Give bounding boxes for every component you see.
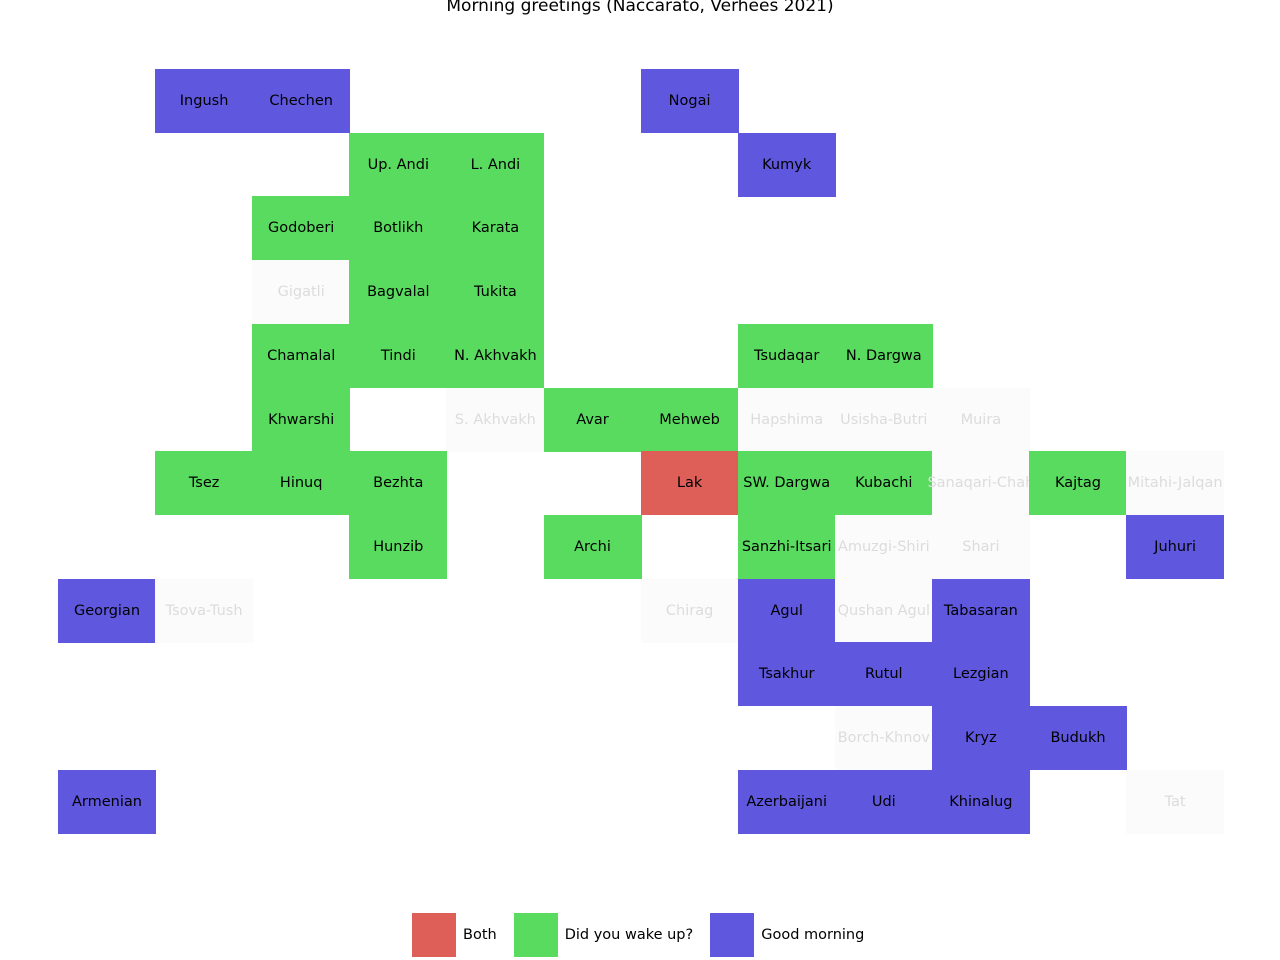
grid-cell: Georgian xyxy=(58,578,156,643)
grid-cell: Sanzhi-Itsari xyxy=(737,514,836,579)
legend-label: Both xyxy=(463,927,497,943)
grid-cell: Qushan Agul xyxy=(834,578,933,643)
grid-cell: Avar xyxy=(543,387,642,452)
grid-cell: Nogai xyxy=(640,69,739,133)
legend-swatch xyxy=(513,913,558,957)
grid-cell: Tsudaqar xyxy=(737,323,836,388)
grid-cell: Tat xyxy=(1126,769,1225,834)
grid-cell: Budukh xyxy=(1029,706,1127,770)
grid-cell: Tsakhur xyxy=(737,642,836,707)
grid-cell: Usisha-Butri xyxy=(834,387,933,452)
grid-cell: Muira xyxy=(931,387,1030,452)
grid-cell: Rutul xyxy=(834,642,933,707)
legend-swatch xyxy=(412,913,456,957)
grid-cell: Chirag xyxy=(640,578,739,643)
grid-cell: Khwarshi xyxy=(252,387,351,452)
legend-item: Both xyxy=(412,913,497,957)
grid-cell: Hinuq xyxy=(252,451,351,516)
grid-cell: Mitahi-Jalqan xyxy=(1126,451,1225,516)
grid-cell: N. Akhvakh xyxy=(446,323,545,388)
legend-item: Did you wake up? xyxy=(513,913,694,957)
legend-label: Good morning xyxy=(761,927,865,943)
grid-cell: Chechen xyxy=(252,69,351,133)
grid-cell: Gigatli xyxy=(252,260,351,325)
grid-cell: Kajtag xyxy=(1029,451,1127,516)
grid-cell: Mehweb xyxy=(640,387,739,452)
grid-cell: L. Andi xyxy=(446,132,545,197)
grid-cell: Juhuri xyxy=(1126,514,1225,579)
grid-cell: Hapshima xyxy=(737,387,836,452)
grid-cell: Tukita xyxy=(446,260,545,325)
legend-label: Did you wake up? xyxy=(564,927,694,943)
grid-cell: Amuzgi-Shiri xyxy=(834,514,933,579)
grid-cell: Sanaqari-Chah xyxy=(927,451,1034,516)
grid-cell: Udi xyxy=(834,769,933,834)
grid-cell: Tabasaran xyxy=(931,578,1030,643)
grid-cell: Ingush xyxy=(155,69,254,133)
grid-cell: Tsez xyxy=(155,451,254,516)
grid-cell: Chamalal xyxy=(252,323,351,388)
grid-cell: Archi xyxy=(543,514,642,579)
grid-cell: Godoberi xyxy=(252,196,351,261)
grid-cell: N. Dargwa xyxy=(834,323,933,388)
grid-cell: Lezgian xyxy=(931,642,1030,707)
grid-cell: Karata xyxy=(446,196,545,261)
grid-cell: Kryz xyxy=(931,706,1030,770)
grid-cell: Bagvalal xyxy=(349,260,448,325)
grid-cell: Kumyk xyxy=(737,132,836,197)
grid-cell: Azerbaijani xyxy=(737,769,836,834)
grid-cell: Kubachi xyxy=(834,451,933,516)
grid-cell: Bezhta xyxy=(349,451,448,516)
grid-cell: Up. Andi xyxy=(349,132,448,197)
legend-item: Good morning xyxy=(710,913,864,957)
grid-cell: Shari xyxy=(931,514,1030,579)
grid-cell: S. Akhvakh xyxy=(446,387,545,452)
language-grid: Ingush Chechen Nogai Up. Andi L. Andi Kumyk Go… xyxy=(58,69,1225,834)
grid-cell: Armenian xyxy=(58,769,156,834)
grid-cell: Tsova-Tush xyxy=(155,578,254,643)
legend-swatch xyxy=(710,913,755,957)
grid-cell: Lak xyxy=(640,451,739,516)
grid-cell: Agul xyxy=(737,578,836,643)
grid-cell: Tindi xyxy=(349,323,448,388)
grid-cell: Botlikh xyxy=(349,196,448,261)
chart-title: Morning greetings (Naccarato, Verhees 20… xyxy=(446,0,834,16)
grid-cell: Hunzib xyxy=(349,514,448,579)
legend: Both Did you wake up? Good morning xyxy=(412,913,881,957)
grid-cell: Borch-Khnov xyxy=(834,706,933,770)
grid-cell: Khinalug xyxy=(931,769,1030,834)
grid-cell: SW. Dargwa xyxy=(737,451,836,516)
